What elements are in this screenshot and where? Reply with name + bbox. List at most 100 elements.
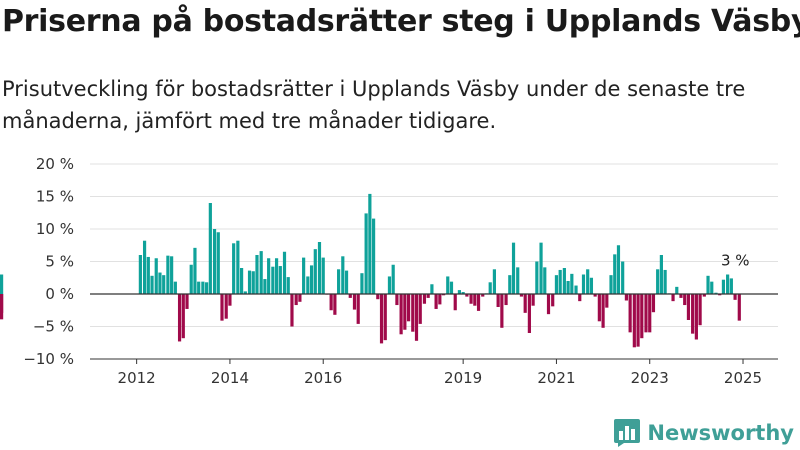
bar: [267, 258, 271, 294]
bar: [321, 257, 325, 294]
bar: [197, 281, 201, 294]
bar: [177, 294, 182, 342]
bar: [546, 294, 551, 315]
gridlines: [90, 163, 778, 360]
bar: [383, 294, 387, 341]
bar: [239, 268, 244, 294]
bar: [228, 294, 232, 306]
bar: [698, 294, 702, 326]
bar: [158, 272, 162, 294]
x-tick-label: 2025: [724, 369, 762, 387]
bar: [531, 294, 535, 306]
bar: [306, 276, 310, 294]
bar: [729, 278, 733, 294]
y-tick-label: −10 %: [23, 350, 74, 368]
x-tick-label: 2023: [631, 369, 669, 387]
bar: [624, 294, 629, 301]
bar: [379, 294, 384, 344]
bar: [683, 294, 687, 306]
bar: [449, 281, 454, 294]
x-tick-label: 2014: [211, 369, 249, 387]
bar: [535, 261, 539, 294]
bar: [341, 256, 345, 294]
bar-chart: 20 % 15 % 10 % 5 % 0 % −5 % −10 % 2012 2014 2016…: [0, 155, 778, 387]
bar: [671, 294, 675, 302]
bar: [438, 294, 442, 305]
bar: [446, 276, 450, 294]
bar: [737, 294, 741, 321]
bar: [166, 255, 170, 294]
bar: [496, 294, 500, 307]
bar: [601, 294, 605, 328]
bar: [232, 243, 236, 294]
bars: [0, 193, 741, 348]
bar: [360, 273, 364, 294]
bar: [395, 294, 399, 306]
bar: [616, 245, 621, 294]
bar: [558, 269, 562, 294]
bar: [313, 249, 317, 294]
bar: [476, 294, 481, 311]
bar: [205, 282, 209, 294]
bar: [516, 267, 520, 294]
y-tick-label: −5 %: [33, 318, 74, 336]
bar: [236, 240, 240, 294]
bar: [170, 256, 174, 294]
bar: [453, 294, 457, 311]
bar: [574, 285, 578, 294]
bar: [469, 294, 473, 304]
bar: [189, 264, 193, 294]
bar: [356, 294, 360, 324]
bar: [434, 294, 438, 309]
bar: [220, 294, 224, 321]
y-tick-label: 15 %: [36, 188, 74, 206]
bar: [376, 294, 380, 300]
bar: [337, 269, 341, 294]
bar: [0, 274, 4, 294]
bar: [243, 291, 247, 294]
bar: [414, 294, 419, 341]
bar: [274, 258, 279, 294]
bar: [259, 251, 263, 294]
bar: [0, 294, 4, 313]
bar: [605, 294, 609, 308]
bar: [554, 275, 559, 294]
bar: [150, 275, 154, 294]
bar: [457, 290, 462, 294]
bar: [726, 274, 730, 294]
bar: [255, 255, 259, 294]
bar: [193, 247, 197, 294]
bar: [146, 256, 150, 294]
bar: [162, 275, 166, 294]
bar: [710, 281, 714, 294]
y-tick-label: 10 %: [36, 220, 74, 238]
bar: [154, 258, 158, 294]
bar: [418, 294, 422, 324]
y-tick-label: 5 %: [45, 253, 74, 271]
bar: [609, 275, 613, 294]
bar: [294, 294, 298, 306]
bar: [640, 294, 644, 339]
bar: [364, 213, 368, 294]
bar: [523, 294, 527, 313]
bar: [333, 294, 337, 315]
bar: [298, 294, 302, 302]
bar: [593, 294, 597, 297]
bar: [430, 284, 434, 294]
bar: [621, 261, 625, 294]
x-tick-label: 2021: [537, 369, 575, 387]
bar: [317, 242, 322, 294]
x-tick-label: 2019: [444, 369, 482, 387]
bar: [251, 271, 255, 294]
bar: [586, 269, 590, 294]
bar: [675, 286, 679, 294]
bar: [511, 242, 516, 294]
bar: [387, 276, 392, 294]
bar: [694, 294, 698, 340]
bar: [570, 273, 574, 294]
bar: [403, 294, 407, 330]
bar: [562, 268, 566, 294]
bar: [551, 294, 555, 307]
bar: [309, 265, 314, 294]
bar: [352, 294, 357, 310]
